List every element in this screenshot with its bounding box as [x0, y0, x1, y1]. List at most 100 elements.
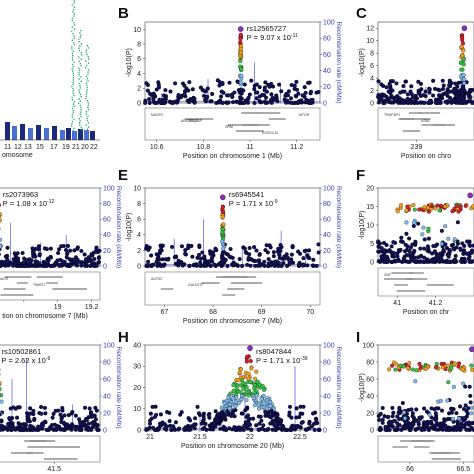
snp-point	[46, 258, 51, 263]
snp-point	[467, 242, 472, 247]
snp-point	[435, 203, 440, 208]
y-tick-label: 0	[370, 100, 374, 107]
snp-point	[421, 93, 426, 98]
snp-point	[60, 406, 65, 411]
snp-point	[258, 100, 263, 105]
y2-tick-label: 80	[323, 201, 331, 208]
x-tick-label: 19	[54, 304, 62, 311]
y2-tick-label: 20	[323, 84, 331, 91]
snp-point	[273, 261, 278, 266]
snp-point	[439, 241, 444, 246]
snp-point	[157, 257, 162, 262]
snp-point	[237, 425, 242, 430]
snp-point	[249, 78, 254, 83]
snp-point	[289, 415, 294, 420]
snp-point	[22, 256, 27, 261]
snp-point	[20, 250, 25, 256]
manhattan-point	[79, 93, 82, 96]
y-tick-label: 0	[370, 259, 374, 266]
manhattan-point	[72, 33, 74, 35]
x-axis-label: tion on chromosome 7 (Mb)	[2, 313, 88, 320]
snp-point	[253, 376, 258, 381]
manhattan-chromosome-block	[44, 128, 49, 140]
snp-point	[289, 252, 294, 257]
snp-point	[217, 100, 222, 105]
snp-point	[452, 247, 457, 252]
snp-point	[187, 80, 192, 85]
lead-snp-label: rs8047844	[256, 347, 291, 356]
snp-point	[401, 259, 406, 264]
snp-point	[236, 378, 241, 383]
snp-point	[0, 381, 2, 385]
y2-tick-label: 20	[323, 248, 331, 255]
snp-point	[458, 204, 463, 209]
snp-point	[468, 87, 473, 93]
manhattan-point	[86, 89, 88, 91]
snp-point	[423, 89, 428, 94]
snp-point	[83, 263, 88, 268]
snp-point	[468, 95, 473, 100]
snp-point	[222, 411, 227, 416]
snp-point	[269, 408, 274, 413]
snp-point	[220, 230, 225, 235]
snp-point	[469, 411, 474, 416]
snp-point	[302, 85, 307, 90]
snp-point	[228, 255, 233, 260]
manhattan-point	[80, 65, 82, 67]
y2-tick-label: 0	[103, 427, 107, 434]
y-tick-label: 0	[370, 427, 374, 434]
snp-point	[173, 81, 178, 86]
snp-point	[189, 97, 194, 102]
snp-point	[407, 236, 412, 241]
snp-point	[408, 424, 413, 429]
snp-point	[457, 416, 462, 421]
x-tick-label: 10.6	[150, 144, 164, 151]
snp-point	[226, 93, 231, 98]
snp-point	[87, 256, 92, 261]
manhattan-point	[73, 61, 75, 63]
snp-point	[415, 100, 420, 106]
snp-point	[254, 96, 259, 101]
snp-point	[312, 427, 317, 432]
snp-point	[427, 87, 432, 92]
snp-point	[450, 89, 455, 94]
snp-point	[252, 87, 257, 92]
snp-point	[426, 226, 431, 231]
snp-point	[380, 405, 385, 411]
manhattan-point	[78, 74, 80, 76]
lead-snp-label: rs2073963	[3, 190, 38, 199]
p-value-exponent: -9	[46, 356, 51, 362]
snp-point	[425, 422, 430, 427]
p-value-label: P = 1.71 x 10-39	[256, 356, 308, 365]
snp-point	[268, 414, 273, 419]
snp-points	[376, 346, 474, 433]
snp-point	[399, 427, 404, 432]
snp-point	[437, 208, 442, 213]
snp-point	[377, 259, 382, 264]
snp-point	[245, 413, 250, 418]
snp-point	[215, 418, 220, 423]
snp-point	[193, 422, 198, 427]
manhattan-point	[86, 64, 88, 67]
snp-point	[470, 100, 474, 105]
snp-point	[277, 82, 282, 87]
gene-name: MTOR	[299, 113, 310, 117]
manhattan-point	[86, 117, 88, 119]
snp-point	[469, 251, 474, 256]
snp-point	[287, 404, 293, 409]
x-tick-label: 22.5	[293, 434, 307, 441]
snp-point	[413, 379, 418, 384]
snp-point	[215, 78, 220, 83]
snp-point	[148, 418, 153, 423]
snp-point	[21, 260, 26, 265]
snp-point	[427, 427, 432, 432]
snp-point	[390, 259, 395, 264]
snp-point	[261, 405, 267, 410]
manhattan-point	[80, 34, 82, 36]
snp-point	[153, 404, 158, 409]
snp-point	[201, 88, 206, 93]
manhattan-point	[72, 70, 74, 72]
snp-point	[188, 418, 193, 423]
snp-point	[407, 249, 412, 254]
manhattan-point	[73, 41, 75, 44]
